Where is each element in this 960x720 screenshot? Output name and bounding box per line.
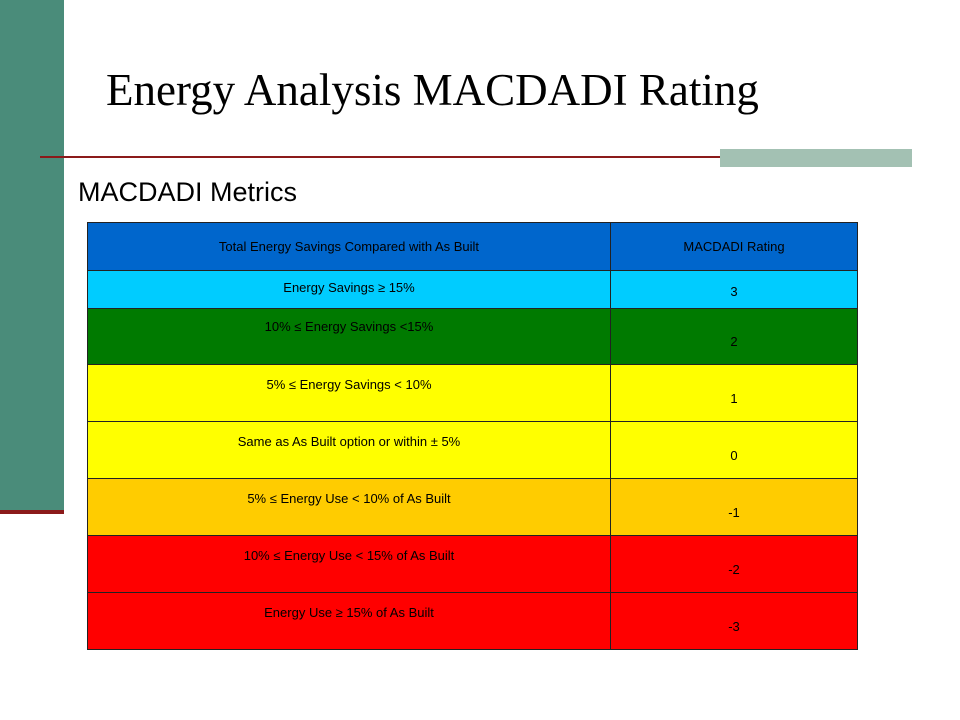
condition-cell: Energy Use ≥ 15% of As Built [87,592,611,650]
condition-cell: 5% ≤ Energy Savings < 10% [87,364,611,422]
condition-cell: 10% ≤ Energy Use < 15% of As Built [87,535,611,593]
rating-cell: -2 [610,535,858,593]
macdadi-metrics-table: Total Energy Savings Compared with As Bu… [87,222,858,650]
table-row: 5% ≤ Energy Savings < 10% 1 [87,364,858,422]
table-header-row: Total Energy Savings Compared with As Bu… [87,222,858,271]
table-row: 10% ≤ Energy Savings <15% 2 [87,308,858,365]
slide-title: Energy Analysis MACDADI Rating [106,65,759,115]
table-row: Same as As Built option or within ± 5% 0 [87,421,858,479]
header-energy-savings: Total Energy Savings Compared with As Bu… [87,222,611,271]
condition-cell: 5% ≤ Energy Use < 10% of As Built [87,478,611,536]
condition-cell: Energy Savings ≥ 15% [87,270,611,309]
decorative-side-bar [0,0,64,512]
slide-subtitle: MACDADI Metrics [78,177,298,207]
rating-cell: 1 [610,364,858,422]
table-row: Energy Savings ≥ 15% 3 [87,270,858,309]
rating-cell: 2 [610,308,858,365]
condition-cell: 10% ≤ Energy Savings <15% [87,308,611,365]
table-row: 10% ≤ Energy Use < 15% of As Built -2 [87,535,858,593]
decorative-side-bar-edge [0,510,64,514]
title-divider [40,156,912,158]
header-macdadi-rating: MACDADI Rating [610,222,858,271]
rating-cell: -3 [610,592,858,650]
rating-cell: 0 [610,421,858,479]
rating-cell: -1 [610,478,858,536]
decorative-accent-block [720,149,912,167]
condition-cell: Same as As Built option or within ± 5% [87,421,611,479]
rating-cell: 3 [610,270,858,309]
table-row: Energy Use ≥ 15% of As Built -3 [87,592,858,650]
table-row: 5% ≤ Energy Use < 10% of As Built -1 [87,478,858,536]
